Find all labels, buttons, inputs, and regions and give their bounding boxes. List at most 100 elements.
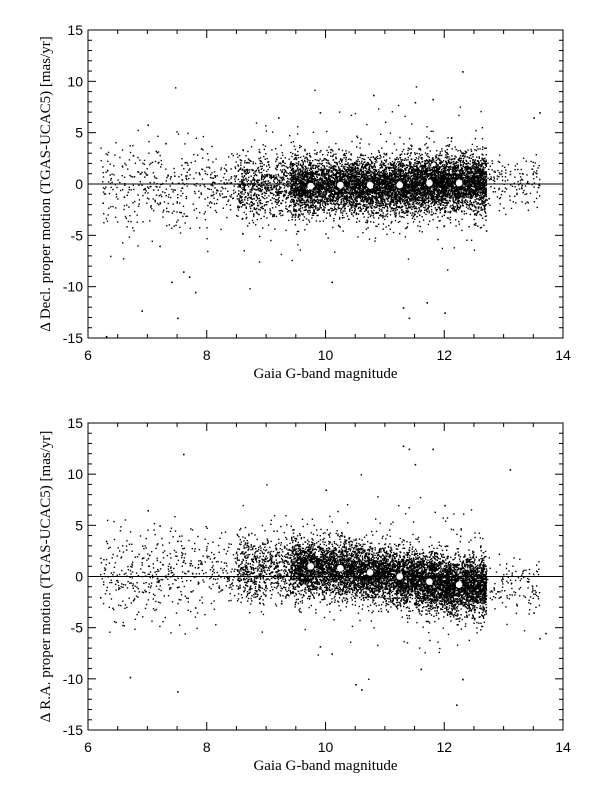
top-data-point [303,201,306,203]
top-data-point [317,192,319,194]
top-data-point [430,208,433,211]
top-data-point [331,189,333,192]
top-data-point [341,206,344,208]
top-data-point [380,133,382,135]
top-data-point [143,163,146,165]
top-data-point [428,189,430,191]
top-data-point [289,167,292,169]
top-data-point [429,150,431,152]
top-data-point [479,168,481,171]
top-data-point [301,202,303,204]
top-data-point [455,148,457,151]
top-data-point [450,140,453,143]
top-data-point [327,169,329,171]
top-data-point [425,199,427,201]
top-data-point [422,166,424,168]
top-data-point [444,198,446,201]
top-data-point [331,174,333,176]
top-data-point [212,185,214,187]
top-data-point [474,169,477,171]
top-data-point [428,137,430,140]
top-data-point [132,144,134,147]
top-data-point [301,207,304,209]
top-data-point [314,89,316,91]
top-data-point [244,162,246,164]
top-data-point [532,161,534,164]
top-data-point [257,213,259,215]
top-data-point [307,196,310,199]
top-data-point [250,194,252,196]
top-data-point [477,148,479,150]
top-data-point [340,210,342,212]
top-data-point [419,162,422,164]
top-data-point [327,174,329,176]
top-data-point [462,170,464,173]
top-data-point [196,154,199,156]
top-data-point [364,190,366,192]
top-data-point [333,202,335,204]
top-data-point [364,165,367,168]
top-data-point [276,201,278,204]
top-data-point [397,161,399,163]
top-data-point [446,204,448,207]
top-data-point [179,226,181,228]
top-data-point [498,171,501,174]
top-data-point [331,210,333,212]
top-data-point [327,200,330,202]
top-data-point [264,192,266,194]
top-data-point [296,133,299,135]
top-data-point [400,164,403,167]
top-data-point [418,156,420,158]
top-data-point [279,209,282,212]
top-data-point [369,158,371,160]
top-data-point [121,149,124,151]
top-data-point [373,213,375,215]
top-data-point [410,187,413,189]
top-data-point [332,159,335,161]
top-data-point [258,169,260,171]
top-data-point [275,174,277,176]
top-data-point [505,188,508,190]
top-data-point [252,222,255,224]
top-data-point [426,169,428,171]
top-data-point [427,190,430,193]
top-data-point [229,204,232,206]
top-data-point [365,168,368,170]
top-data-point [134,200,136,203]
top-data-point [392,167,395,169]
top-data-point [253,181,256,183]
top-data-point [338,166,340,168]
top-data-point [435,212,437,215]
top-data-point [298,208,300,210]
top-data-point [308,213,310,215]
top-data-point [299,174,301,176]
top-data-point [390,198,392,200]
top-data-point [382,164,384,166]
top-data-point [220,180,222,182]
top-data-point [142,162,144,165]
top-data-point [275,206,277,208]
top-data-point [301,164,303,167]
top-data-point [302,174,304,176]
top-data-point [220,190,222,192]
top-data-point [342,167,345,169]
top-data-point [454,146,456,148]
top-data-point [357,194,359,197]
top-data-point [243,166,245,168]
top-data-point [477,198,480,200]
top-data-point [385,154,388,156]
top-data-point [277,173,279,176]
top-data-point [242,185,244,187]
top-data-point [390,222,392,224]
top-data-point [138,199,141,201]
top-data-point [475,224,477,226]
top-data-point [265,130,268,132]
top-data-point [453,206,455,208]
top-data-point [338,180,340,183]
top-data-point [414,200,417,202]
top-data-point [223,173,226,175]
top-data-point [306,194,309,196]
top-data-point [264,176,266,178]
top-data-point [333,220,335,222]
top-data-point [389,228,391,230]
